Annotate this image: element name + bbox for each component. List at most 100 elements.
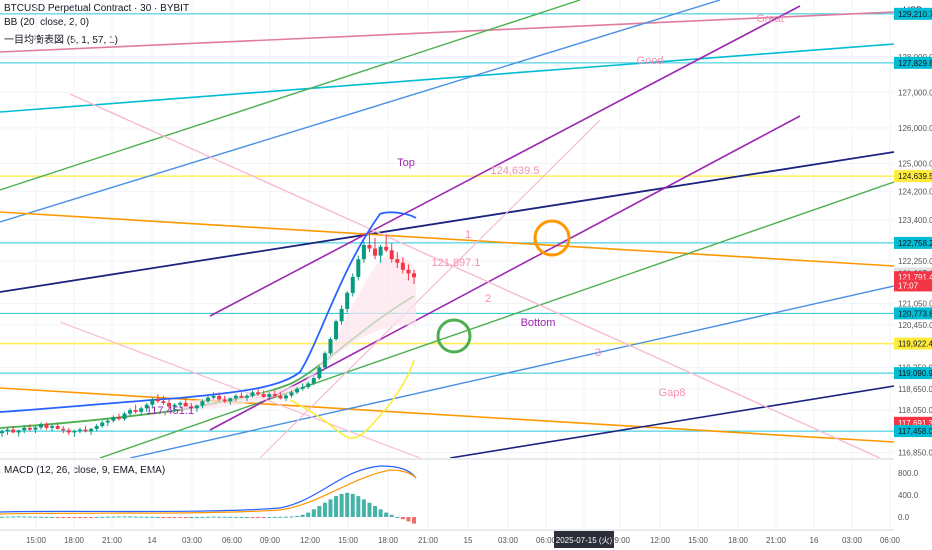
trend-line: [0, 0, 581, 191]
price-tag-label: 119,922.4: [898, 340, 932, 349]
candle-body: [400, 262, 405, 270]
macd-histogram-bar: [5, 516, 10, 518]
candle-body: [339, 308, 344, 322]
price-tick-label: 121,050.0: [898, 300, 932, 309]
macd-line: [0, 465, 417, 513]
candle-body: [194, 405, 199, 409]
time-tick-label: 03:00: [842, 536, 863, 545]
price-tag-label: 122,758.2: [898, 239, 932, 248]
trend-line: [0, 211, 894, 267]
macd-tick-label: 800.0: [898, 469, 919, 478]
trend-line: [0, 43, 894, 113]
macd-histogram-bar: [345, 492, 350, 517]
macd-histogram-bar: [16, 516, 21, 518]
price-tick-label: 123,400.0: [898, 216, 932, 225]
candle-body: [373, 248, 378, 256]
macd-histogram-bar: [122, 516, 127, 518]
candle-body: [72, 431, 77, 433]
candle-body: [311, 378, 316, 384]
macd-histogram-bar: [395, 517, 400, 518]
macd-histogram-bar: [322, 502, 327, 517]
candle-body: [334, 321, 339, 340]
price-tag-label: 127,829.8: [898, 59, 932, 68]
macd-histogram-bar: [384, 512, 389, 517]
macd-indicator-legend[interactable]: MACD (12, 26, close, 9, EMA, EMA): [4, 465, 166, 476]
macd-histogram-bar: [373, 506, 378, 517]
macd-histogram-bar: [311, 509, 316, 517]
price-tag-background: [894, 337, 932, 350]
candle-body: [50, 426, 55, 428]
candle-body: [144, 404, 149, 409]
trend-line: [99, 181, 894, 458]
macd-histogram-bar: [50, 517, 55, 518]
macd-histogram-bar: [105, 516, 110, 518]
candle-body: [33, 427, 38, 430]
candle-body: [406, 269, 411, 274]
candle-body: [178, 402, 183, 405]
candle-body: [378, 246, 383, 256]
macd-histogram-bar: [111, 516, 116, 518]
candle-body: [217, 395, 222, 400]
time-cursor-background: [554, 531, 614, 548]
macd-histogram-bar: [178, 517, 183, 518]
time-tick-label: 06:00: [880, 536, 901, 545]
price-tag-label: 124,639.5: [898, 172, 932, 181]
macd-histogram-bar: [189, 517, 194, 518]
ichimoku-indicator-legend[interactable]: 一目均衡表図 (5, 1, 57, 1): [4, 35, 118, 46]
candle-body: [83, 429, 88, 432]
time-tick-label: 2025-07-15 (火): [556, 536, 613, 545]
price-tag-background: [894, 307, 932, 320]
macd-histogram-bar: [367, 502, 372, 517]
candle-body: [150, 399, 155, 405]
time-tick-label: 18:00: [64, 536, 85, 545]
macd-histogram-bar: [233, 516, 238, 518]
candle-body: [267, 394, 272, 397]
time-tick-label: 21:00: [418, 536, 439, 545]
macd-histogram-bar: [183, 517, 188, 518]
time-tick-label: 21:00: [766, 536, 787, 545]
ichimoku-cloud: [180, 255, 416, 410]
bb-upper-band: [0, 211, 417, 413]
macd-histogram-bar: [22, 516, 27, 518]
macd-histogram-bar: [317, 506, 322, 517]
candle-body: [5, 429, 10, 432]
ichimoku-lagging-line: [289, 359, 415, 439]
annotation-label: 1: [465, 229, 471, 241]
annotation-label: Good: [637, 55, 664, 67]
time-tick-label: 15:00: [338, 536, 359, 545]
time-tick-label: 16: [810, 536, 819, 545]
bb-indicator-legend[interactable]: BB (20, close, 2, 0): [4, 17, 90, 28]
time-tick-label: 03:00: [182, 536, 203, 545]
macd-histogram-bar: [11, 516, 16, 518]
candle-body: [367, 244, 372, 249]
candle-body: [250, 392, 255, 396]
candle-body: [206, 397, 210, 402]
candle-body: [322, 353, 327, 368]
candle-body: [89, 428, 94, 432]
macd-histogram-bar: [300, 514, 305, 517]
macd-histogram-bar: [61, 517, 66, 518]
macd-histogram-bar: [55, 517, 60, 518]
candle-body: [361, 244, 366, 260]
candle-body: [244, 395, 249, 398]
candle-body: [116, 417, 121, 419]
macd-histogram-bar: [278, 516, 283, 518]
trend-line: [0, 151, 894, 293]
trend-line: [0, 0, 721, 223]
macd-histogram-bar: [400, 517, 405, 520]
price-tag-label: 117,691.3: [898, 419, 932, 428]
annotation-label: Top: [397, 157, 415, 169]
candle-body: [328, 339, 333, 354]
macd-histogram-bar: [83, 517, 88, 518]
macd-histogram-bar: [378, 509, 383, 517]
macd-histogram-bar: [239, 516, 244, 518]
candle-body: [105, 420, 110, 423]
candle-body: [27, 427, 32, 430]
price-tick-label: 118,050.0: [898, 406, 932, 415]
trend-line: [59, 321, 421, 458]
macd-histogram-bar: [0, 516, 4, 518]
candle-body: [0, 431, 4, 434]
macd-histogram-bar: [100, 516, 105, 518]
candle-body: [183, 402, 188, 407]
